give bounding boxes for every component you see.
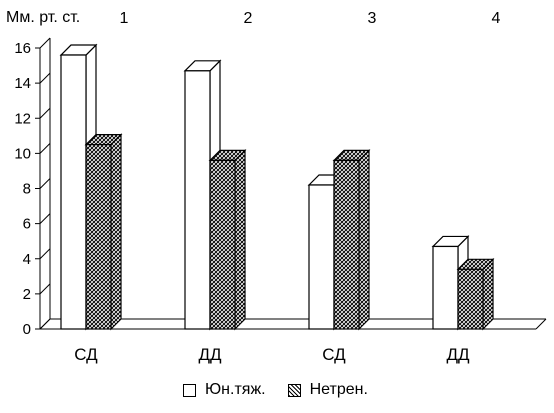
y-tick-depth-mark	[39, 72, 51, 84]
y-tick-label: 14	[14, 75, 31, 92]
bar-series-1-group-4-front	[432, 245, 459, 330]
chart-labels: 0 2 4 6 8 10 12 14 16 СД 1 ДД 2 СД 3 ДД 4	[14, 10, 500, 364]
legend-swatch-hatched-icon	[287, 383, 301, 397]
group-number-label: 2	[244, 10, 253, 27]
bar-series-2-group-2-side	[234, 148, 246, 331]
y-tick-label: 0	[23, 321, 31, 338]
bar-series-2-group-1	[84, 133, 123, 331]
y-axis-title: Мм. рт. ст.	[6, 9, 80, 26]
bar-series-2-group-4-side	[482, 257, 494, 331]
y-tick-label: 4	[23, 251, 31, 268]
x-category-label: СД	[322, 345, 346, 364]
y-tick-label: 10	[14, 145, 31, 162]
y-tick-depth-mark	[39, 143, 51, 154]
chart-bars	[59, 43, 495, 331]
y-tick-label: 8	[23, 181, 31, 198]
bar-series-1-group-3-front	[308, 184, 335, 330]
legend-swatch-open-icon	[183, 383, 196, 397]
bar-series-2-group-4-front	[457, 268, 484, 330]
bar-series-2-group-1-side	[110, 133, 122, 331]
legend-item-series-2: Нетрен.	[287, 381, 368, 399]
group-number-label: 3	[368, 10, 377, 27]
bar-series-2-group-3-front	[333, 159, 360, 330]
y-tick-depth-mark	[39, 283, 51, 295]
legend-label-series-2: Нетрен.	[309, 381, 368, 398]
group-number-label: 1	[120, 10, 129, 27]
y-tick-label: 2	[23, 286, 31, 303]
y-tick-depth-mark	[39, 178, 51, 189]
bar-series-2-group-2	[208, 148, 247, 331]
floor-right-edge	[535, 318, 547, 330]
bar-series-2-group-1-front	[85, 143, 112, 330]
group-number-label: 4	[492, 10, 501, 27]
y-tick-label: 6	[23, 216, 31, 233]
y-tick-depth-mark	[39, 248, 51, 260]
legend-label-series-1: Юн.тяж.	[205, 381, 266, 398]
x-category-label: ДД	[446, 345, 470, 364]
bar-series-2-group-3	[332, 148, 371, 331]
chart-legend: Юн.тяж. Нетрен.	[183, 380, 390, 400]
y-tick-label: 16	[14, 40, 31, 57]
y-tick-depth-mark	[39, 107, 51, 119]
bar-series-2-group-2-front	[209, 159, 236, 330]
bar-series-1-group-2-front	[184, 70, 211, 330]
y-tick-depth-mark	[39, 213, 51, 224]
y-tick-depth-mark	[39, 37, 51, 49]
x-category-label: СД	[74, 345, 98, 364]
legend-item-series-1: Юн.тяж.	[183, 381, 266, 399]
bar-series-2-group-4	[456, 257, 495, 331]
bar-series-1-group-1-front	[60, 54, 87, 330]
y-tick-depth-mark	[39, 318, 51, 330]
x-category-label: ДД	[198, 345, 222, 364]
y-tick-label: 12	[14, 110, 31, 127]
bar-series-2-group-3-side	[358, 148, 370, 331]
